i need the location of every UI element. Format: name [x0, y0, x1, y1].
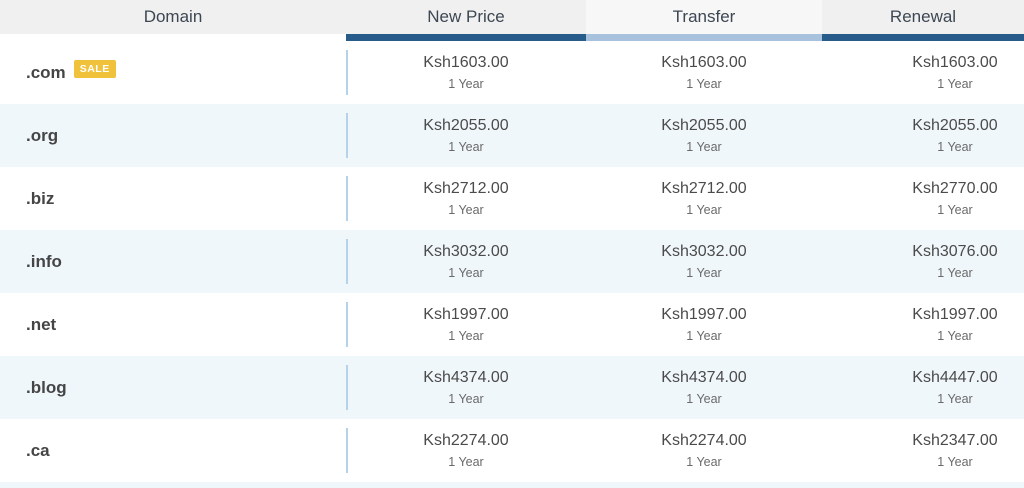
transfer-price-cell: Ksh3032.00 1 Year — [586, 230, 822, 293]
term-label: 1 Year — [686, 392, 722, 406]
new-price-underline-bar — [346, 34, 586, 41]
new-price-cell: Ksh2274.00 1 Year — [346, 419, 586, 482]
term-label: 1 Year — [686, 77, 722, 91]
price-value: Ksh1997.00 — [912, 306, 998, 323]
table-body: .com SALE Ksh1603.00 1 Year Ksh1603.00 1… — [0, 41, 1024, 482]
term-label: 1 Year — [686, 329, 722, 343]
term-label: 1 Year — [937, 329, 973, 343]
renewal-price-cell: Ksh1603.00 1 Year — [822, 41, 1024, 104]
price-value: Ksh2712.00 — [423, 180, 509, 197]
new-price-cell: Ksh4374.00 1 Year — [346, 356, 586, 419]
term-label: 1 Year — [448, 266, 484, 280]
domain-name: .blog — [26, 377, 67, 397]
transfer-price-cell: Ksh2274.00 1 Year — [586, 419, 822, 482]
term-label: 1 Year — [937, 140, 973, 154]
price-value: Ksh1603.00 — [912, 54, 998, 71]
domain-cell: .net — [0, 293, 346, 356]
domain-cell: .ca — [0, 419, 346, 482]
domain-name: .net — [26, 314, 57, 334]
renewal-price-cell: Ksh4447.00 1 Year — [822, 356, 1024, 419]
transfer-price-cell: Ksh2712.00 1 Year — [586, 167, 822, 230]
domain-cell: .com SALE — [0, 41, 346, 104]
price-value: Ksh2055.00 — [423, 117, 509, 134]
header-underline-bars — [0, 34, 1024, 41]
table-header-row: Domain New Price Transfer Renewal — [0, 0, 1024, 34]
domain-name: .biz — [26, 188, 55, 208]
domain-name: .info — [26, 251, 62, 271]
term-label: 1 Year — [448, 203, 484, 217]
domain-name: .ca — [26, 440, 50, 460]
new-price-cell: Ksh2712.00 1 Year — [346, 167, 586, 230]
transfer-underline-bar — [586, 34, 822, 41]
term-label: 1 Year — [686, 266, 722, 280]
term-label: 1 Year — [448, 329, 484, 343]
renewal-price-cell: Ksh2347.00 1 Year — [822, 419, 1024, 482]
price-value: Ksh2712.00 — [661, 180, 747, 197]
price-value: Ksh4447.00 — [912, 369, 998, 386]
table-row-blog: .blog Ksh4374.00 1 Year Ksh4374.00 1 Yea… — [0, 356, 1024, 419]
price-value: Ksh1603.00 — [423, 54, 509, 71]
term-label: 1 Year — [686, 203, 722, 217]
column-header-new-price[interactable]: New Price — [427, 7, 505, 26]
price-value: Ksh1997.00 — [423, 306, 509, 323]
price-value: Ksh2274.00 — [661, 432, 747, 449]
price-value: Ksh2347.00 — [912, 432, 998, 449]
transfer-price-cell: Ksh1997.00 1 Year — [586, 293, 822, 356]
transfer-price-cell: Ksh4374.00 1 Year — [586, 356, 822, 419]
domain-cell: .blog — [0, 356, 346, 419]
term-label: 1 Year — [448, 140, 484, 154]
price-value: Ksh2770.00 — [912, 180, 998, 197]
sale-badge: SALE — [73, 59, 116, 78]
transfer-price-cell: Ksh2055.00 1 Year — [586, 104, 822, 167]
table-row-com: .com SALE Ksh1603.00 1 Year Ksh1603.00 1… — [0, 41, 1024, 104]
price-value: Ksh4374.00 — [661, 369, 747, 386]
term-label: 1 Year — [686, 140, 722, 154]
transfer-price-cell: Ksh1603.00 1 Year — [586, 41, 822, 104]
table-row-info: .info Ksh3032.00 1 Year Ksh3032.00 1 Yea… — [0, 230, 1024, 293]
renewal-price-cell: Ksh2770.00 1 Year — [822, 167, 1024, 230]
term-label: 1 Year — [448, 455, 484, 469]
table-row-net: .net Ksh1997.00 1 Year Ksh1997.00 1 Year… — [0, 293, 1024, 356]
price-value: Ksh3032.00 — [423, 243, 509, 260]
term-label: 1 Year — [686, 455, 722, 469]
price-value: Ksh3032.00 — [661, 243, 747, 260]
renewal-price-cell: Ksh3076.00 1 Year — [822, 230, 1024, 293]
domain-cell: .biz — [0, 167, 346, 230]
price-value: Ksh2274.00 — [423, 432, 509, 449]
domain-name: .com — [26, 62, 66, 82]
price-value: Ksh1997.00 — [661, 306, 747, 323]
renewal-underline-bar — [822, 34, 1024, 41]
term-label: 1 Year — [937, 455, 973, 469]
new-price-cell: Ksh3032.00 1 Year — [346, 230, 586, 293]
table-row-biz: .biz Ksh2712.00 1 Year Ksh2712.00 1 Year… — [0, 167, 1024, 230]
price-value: Ksh2055.00 — [912, 117, 998, 134]
new-price-cell: Ksh2055.00 1 Year — [346, 104, 586, 167]
term-label: 1 Year — [937, 203, 973, 217]
column-header-renewal[interactable]: Renewal — [889, 7, 957, 26]
domain-underline-spacer — [0, 34, 346, 41]
table-row-ca: .ca Ksh2274.00 1 Year Ksh2274.00 1 Year … — [0, 419, 1024, 482]
domain-cell: .org — [0, 104, 346, 167]
term-label: 1 Year — [448, 392, 484, 406]
price-value: Ksh4374.00 — [423, 369, 509, 386]
new-price-cell: Ksh1603.00 1 Year — [346, 41, 586, 104]
new-price-cell: Ksh1997.00 1 Year — [346, 293, 586, 356]
term-label: 1 Year — [937, 392, 973, 406]
table-row-org: .org Ksh2055.00 1 Year Ksh2055.00 1 Year… — [0, 104, 1024, 167]
domain-cell: .info — [0, 230, 346, 293]
column-header-domain[interactable]: Domain — [143, 7, 203, 26]
price-value: Ksh3076.00 — [912, 243, 998, 260]
price-value: Ksh2055.00 — [661, 117, 747, 134]
price-value: Ksh1603.00 — [661, 54, 747, 71]
renewal-price-cell: Ksh2055.00 1 Year — [822, 104, 1024, 167]
domain-name: .org — [26, 125, 59, 145]
column-header-transfer[interactable]: Transfer — [586, 0, 822, 34]
term-label: 1 Year — [937, 77, 973, 91]
partial-next-row — [0, 482, 1024, 488]
renewal-price-cell: Ksh1997.00 1 Year — [822, 293, 1024, 356]
term-label: 1 Year — [448, 77, 484, 91]
term-label: 1 Year — [937, 266, 973, 280]
